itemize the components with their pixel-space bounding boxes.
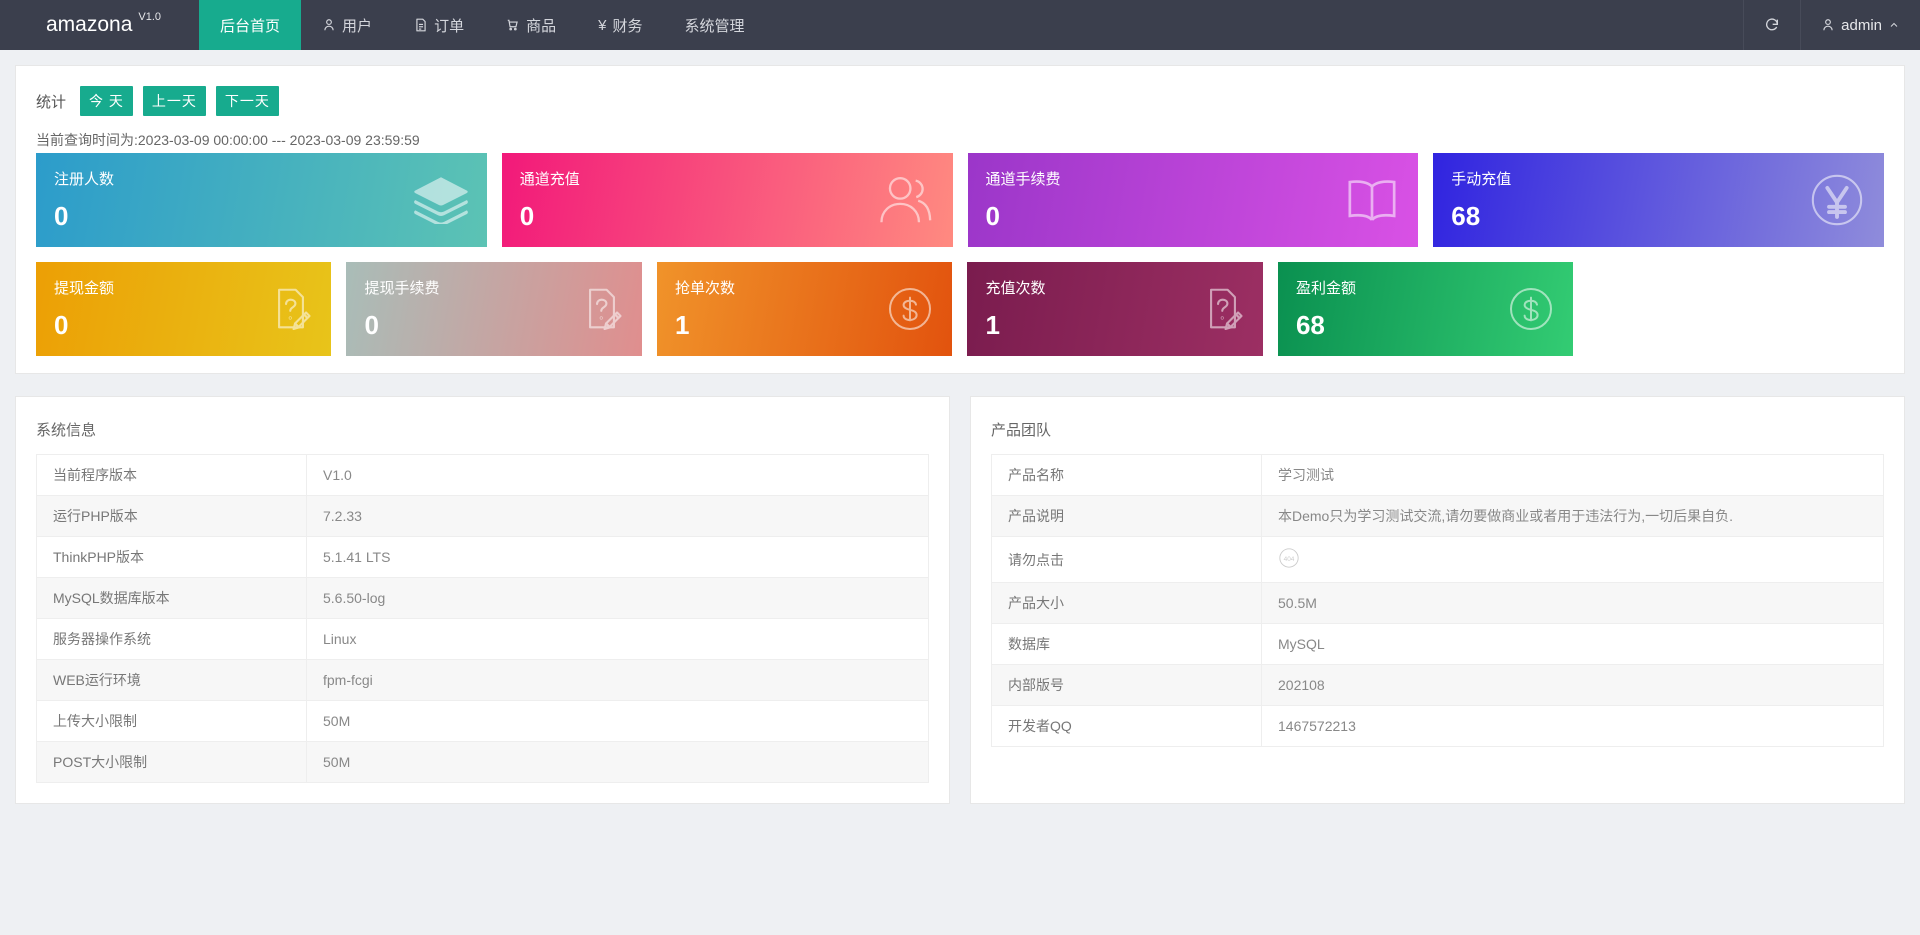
svg-text:404: 404: [1284, 556, 1295, 563]
